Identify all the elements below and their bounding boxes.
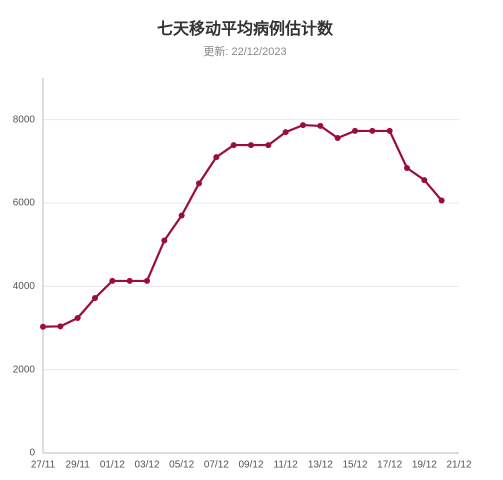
- data-point: [230, 142, 237, 149]
- data-point: [196, 180, 202, 187]
- data-point: [369, 127, 376, 134]
- data-point: [57, 323, 64, 330]
- series-line: [42, 123, 443, 328]
- data-point: [386, 127, 393, 134]
- data-point: [282, 129, 289, 136]
- data-point: [161, 237, 168, 244]
- data-point: [265, 142, 272, 149]
- data-point: [92, 295, 98, 301]
- x-tick-label: 07/12: [204, 460, 229, 471]
- data-point: [352, 127, 358, 134]
- x-tick-label: 01/12: [100, 460, 125, 471]
- data-point: [248, 142, 254, 149]
- x-tick-label: 19/12: [412, 460, 437, 471]
- x-tick-label: 03/12: [134, 460, 159, 471]
- y-tick-label: 4000: [13, 281, 36, 292]
- x-tick-label: 27/11: [31, 460, 56, 471]
- data-point: [317, 122, 324, 129]
- x-tick-label: 15/12: [342, 460, 367, 471]
- data-point: [213, 154, 220, 161]
- data-point: [178, 212, 185, 219]
- data-point: [421, 177, 428, 184]
- x-tick-label: 09/12: [238, 460, 263, 471]
- data-point: [144, 277, 150, 284]
- data-point: [126, 277, 133, 284]
- data-point: [334, 135, 341, 141]
- chart-subtitle: 更新: 22/12/2023: [203, 44, 286, 58]
- y-tick-label: 2000: [13, 364, 36, 375]
- data-point: [74, 315, 81, 321]
- x-tick-label: 29/11: [66, 460, 91, 471]
- data-point: [300, 122, 306, 129]
- data-point: [109, 277, 116, 284]
- y-tick-label: 0: [29, 448, 35, 459]
- data-point: [40, 323, 46, 330]
- data-point: [438, 197, 445, 204]
- x-tick-label: 11/12: [274, 460, 299, 471]
- y-tick-label: 6000: [13, 198, 36, 209]
- x-tick-label: 21/12: [446, 460, 471, 471]
- y-tick-label: 8000: [13, 114, 36, 125]
- x-tick-label: 05/12: [169, 460, 194, 471]
- data-point: [404, 165, 410, 171]
- x-tick-label: 17/12: [377, 460, 402, 471]
- x-tick-label: 13/12: [308, 460, 333, 471]
- chart-title: 七天移动平均病例估计数: [157, 19, 334, 38]
